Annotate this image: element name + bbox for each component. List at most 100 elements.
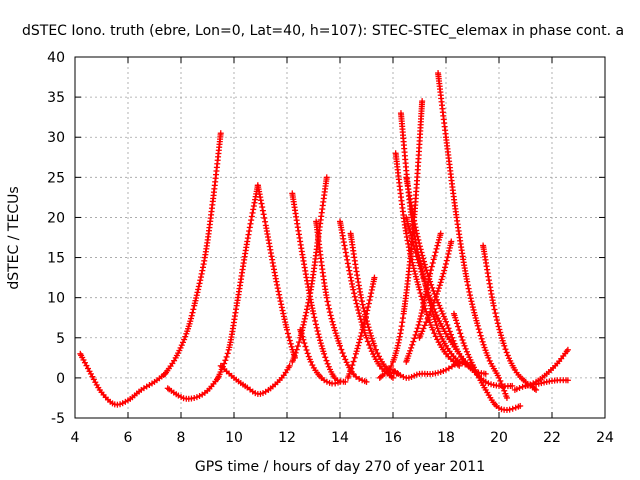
data-point-marker <box>394 345 401 352</box>
data-point-marker <box>196 280 203 287</box>
data-point-marker <box>412 224 419 231</box>
data-point-marker <box>279 307 286 314</box>
data-point-marker <box>374 350 381 357</box>
data-point-marker <box>343 359 350 366</box>
data-point-marker <box>326 305 333 312</box>
data-point-marker <box>428 263 435 270</box>
data-point-marker <box>444 322 451 329</box>
data-point-marker <box>376 362 383 369</box>
data-point-marker <box>498 335 505 342</box>
data-point-marker <box>506 406 513 413</box>
data-point-marker <box>276 291 283 298</box>
data-point-marker <box>342 245 349 252</box>
data-point-marker <box>191 394 198 401</box>
data-point-marker <box>420 258 427 265</box>
data-point-marker <box>360 323 367 330</box>
data-point-marker <box>288 343 295 350</box>
data-point-marker <box>363 310 370 317</box>
data-point-marker <box>367 330 374 337</box>
data-point-marker <box>197 277 204 284</box>
data-point-marker <box>415 259 422 266</box>
data-point-marker <box>307 358 314 365</box>
data-point-marker <box>472 366 479 373</box>
series-20 <box>416 238 455 341</box>
data-point-marker <box>368 290 375 297</box>
data-point-marker <box>500 384 507 391</box>
data-point-marker <box>324 360 331 367</box>
data-point-marker <box>471 309 478 316</box>
data-point-marker <box>496 326 503 333</box>
data-point-marker <box>404 237 411 244</box>
data-point-marker <box>365 300 372 307</box>
data-point-marker <box>193 295 200 302</box>
data-point-marker <box>417 246 424 253</box>
data-point-marker <box>439 273 446 280</box>
data-point-marker <box>303 347 310 354</box>
data-point-marker <box>516 385 523 392</box>
data-point-marker <box>427 267 434 274</box>
data-point-marker <box>324 298 331 305</box>
data-point-marker <box>221 360 228 367</box>
y-tick-label: 40 <box>47 50 65 66</box>
data-point-marker <box>446 328 453 335</box>
data-point-marker <box>433 291 440 298</box>
x-tick-label: 14 <box>331 430 349 446</box>
series-1 <box>162 130 224 377</box>
data-point-marker <box>259 207 266 214</box>
data-point-marker <box>362 313 369 320</box>
data-point-marker <box>504 352 511 359</box>
data-point-marker <box>409 210 416 217</box>
data-point-marker <box>354 303 361 310</box>
data-point-marker <box>182 333 189 340</box>
data-point-marker <box>178 342 185 349</box>
data-point-marker <box>317 340 324 347</box>
data-point-marker <box>342 249 349 256</box>
data-point-marker <box>301 340 308 347</box>
data-point-marker <box>299 333 306 340</box>
data-point-marker <box>433 322 440 329</box>
data-point-marker <box>409 239 416 246</box>
data-point-marker <box>347 368 354 375</box>
data-point-marker <box>325 302 332 309</box>
data-point-marker <box>456 358 463 365</box>
y-tick-label: 35 <box>47 90 65 106</box>
data-point-marker <box>397 372 404 379</box>
data-point-marker <box>494 320 501 327</box>
data-point-marker <box>407 347 414 354</box>
data-point-marker <box>413 253 420 260</box>
data-point-marker <box>440 270 447 277</box>
data-point-marker <box>429 259 436 266</box>
data-point-marker <box>427 270 434 277</box>
data-point-marker <box>423 319 430 326</box>
data-point-marker <box>347 274 354 281</box>
y-tick-label: 25 <box>47 170 65 186</box>
data-point-marker <box>367 293 374 300</box>
data-point-marker <box>407 253 414 260</box>
data-point-marker <box>465 351 472 358</box>
data-point-marker <box>438 276 445 283</box>
data-point-marker <box>444 254 451 261</box>
data-point-marker <box>372 346 379 353</box>
data-point-marker <box>259 204 266 211</box>
data-point-marker <box>416 240 423 247</box>
data-point-marker <box>262 218 269 225</box>
data-point-marker <box>280 310 287 317</box>
data-point-marker <box>421 261 428 268</box>
data-point-marker <box>411 246 418 253</box>
data-point-marker <box>337 378 343 385</box>
data-point-marker <box>399 315 406 322</box>
data-point-marker <box>286 362 293 369</box>
data-point-marker <box>413 227 420 234</box>
data-point-marker <box>420 325 427 332</box>
data-point-marker <box>477 332 484 339</box>
data-point-marker <box>496 374 502 381</box>
data-point-marker <box>346 271 353 278</box>
data-point-marker <box>190 306 197 313</box>
data-point-marker <box>388 362 395 369</box>
data-point-marker <box>390 374 396 381</box>
data-point-marker <box>311 314 318 321</box>
data-point-marker <box>430 256 437 263</box>
data-point-marker <box>448 331 455 338</box>
data-point-marker <box>188 315 195 322</box>
